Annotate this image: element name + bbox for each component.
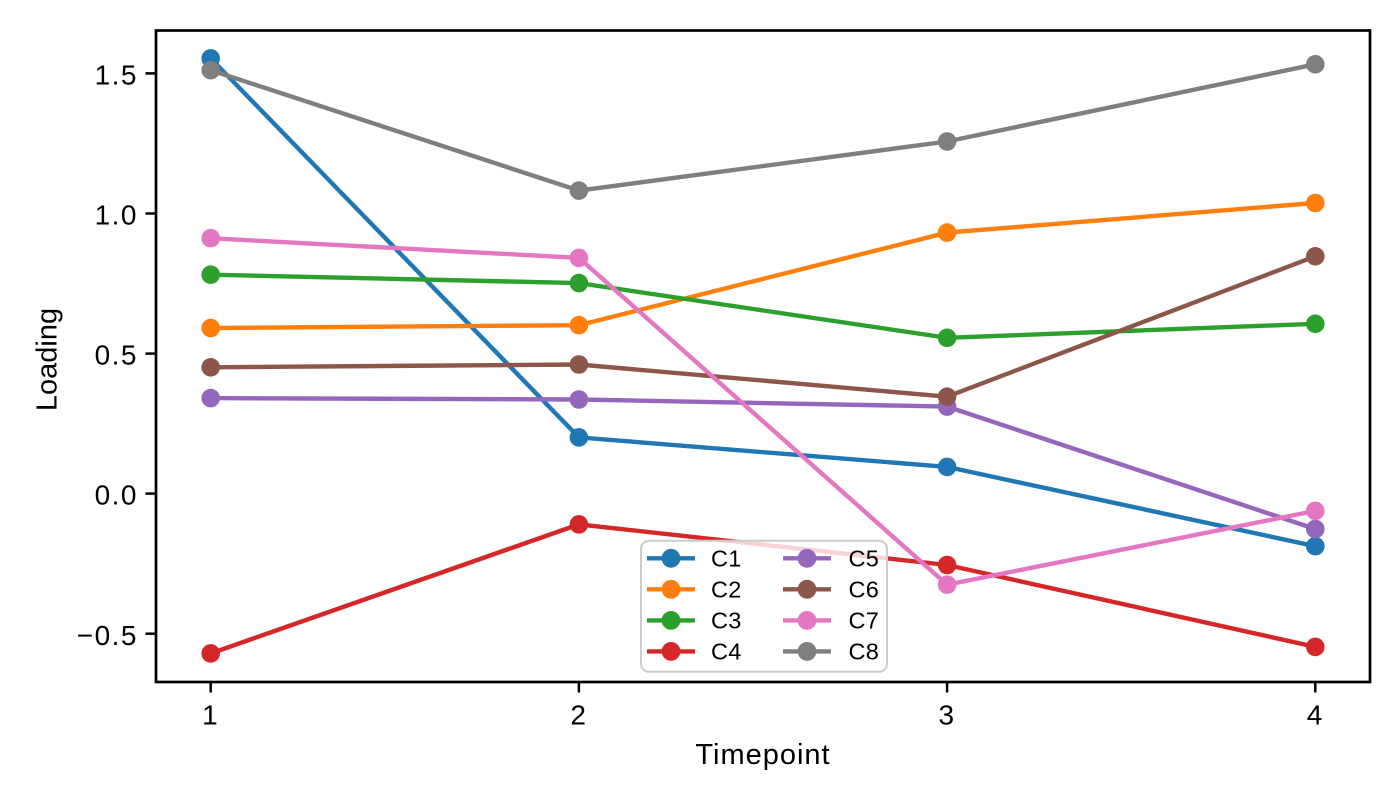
- svg-text:−0.5: −0.5: [77, 620, 138, 651]
- svg-text:C3: C3: [711, 608, 742, 634]
- svg-text:C6: C6: [849, 577, 880, 603]
- svg-text:C8: C8: [849, 639, 880, 665]
- svg-text:Timepoint: Timepoint: [695, 739, 830, 771]
- svg-text:0.5: 0.5: [95, 340, 138, 371]
- svg-text:C2: C2: [711, 577, 742, 603]
- svg-text:C1: C1: [711, 546, 742, 572]
- svg-text:3: 3: [939, 700, 956, 731]
- svg-text:1.0: 1.0: [95, 200, 138, 231]
- svg-text:0.0: 0.0: [95, 480, 138, 511]
- svg-text:C5: C5: [849, 546, 880, 572]
- svg-text:Loading: Loading: [32, 308, 64, 411]
- svg-text:2: 2: [570, 700, 587, 731]
- svg-text:4: 4: [1307, 700, 1324, 731]
- svg-text:1.5: 1.5: [95, 60, 138, 91]
- svg-text:C7: C7: [849, 608, 880, 634]
- svg-text:C4: C4: [711, 639, 742, 665]
- svg-text:1: 1: [202, 700, 219, 731]
